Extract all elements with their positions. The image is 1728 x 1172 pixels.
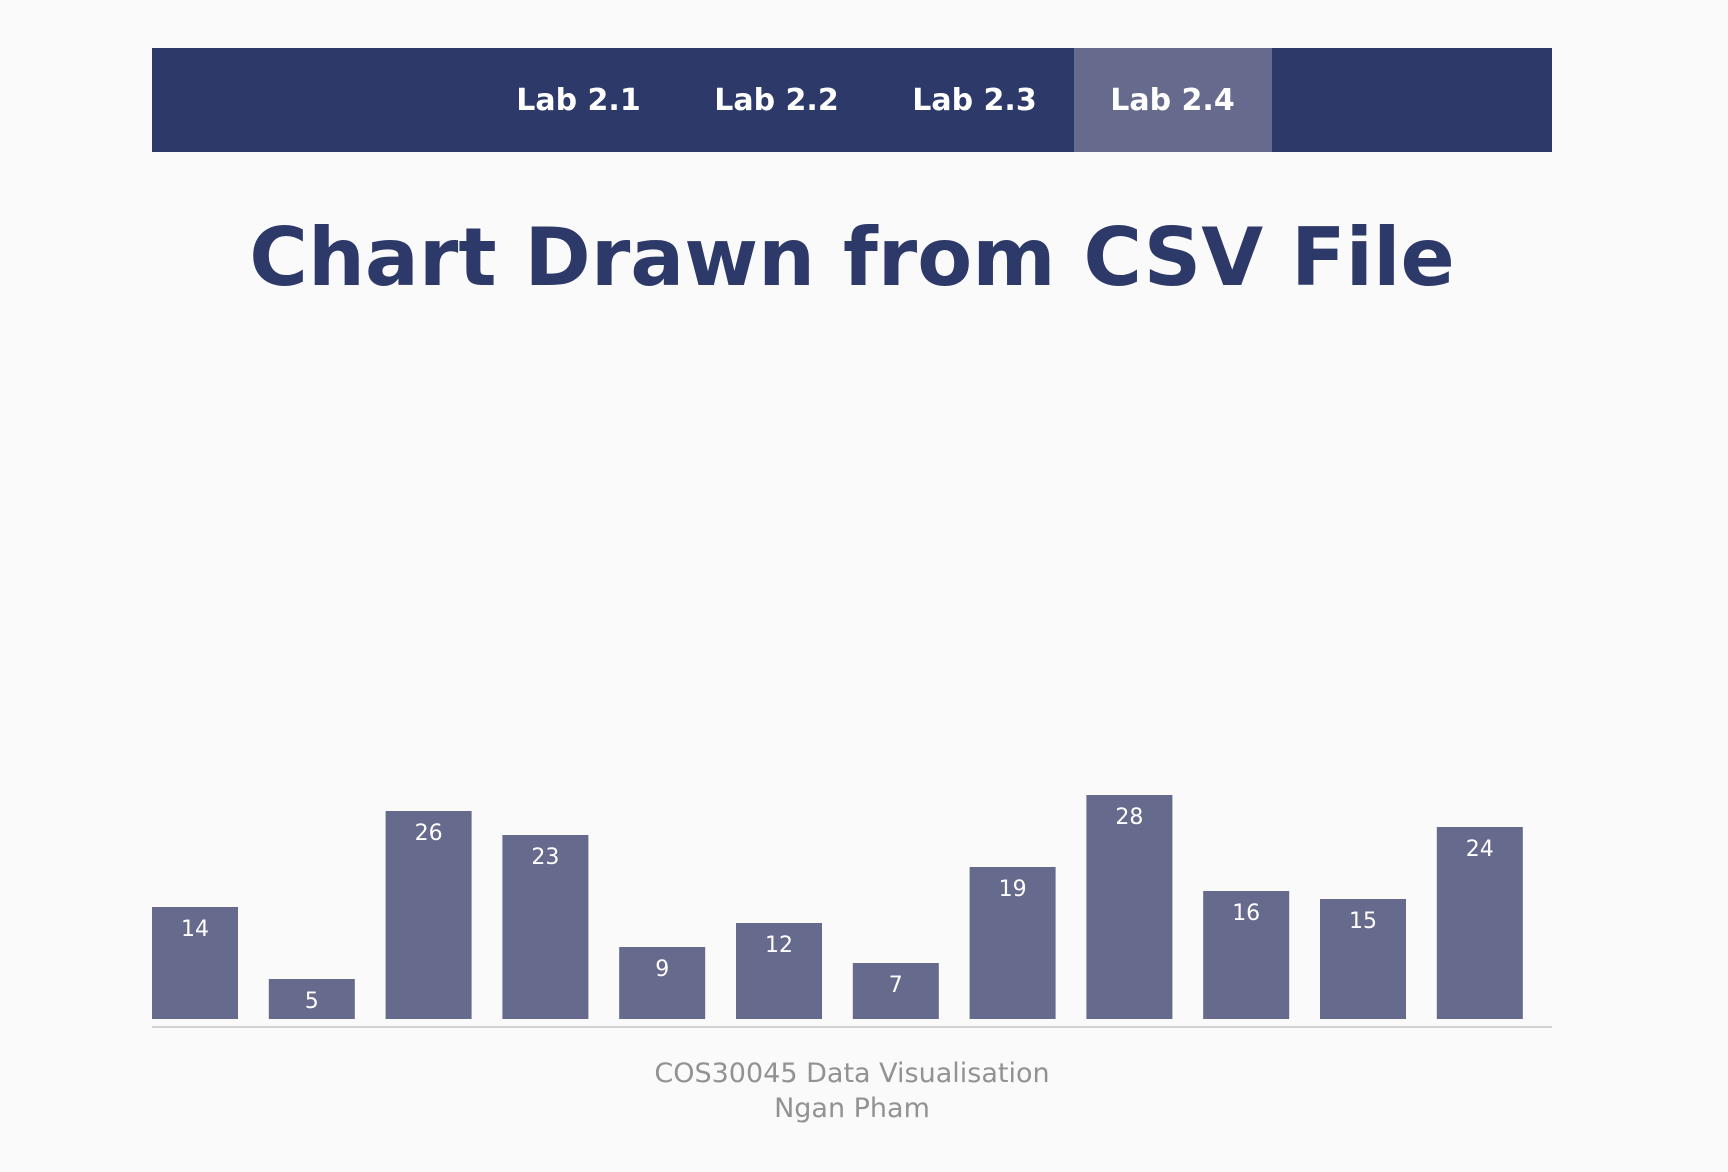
- bar-5: [736, 923, 822, 1019]
- bar-value-label-5: 12: [765, 933, 793, 958]
- bar-value-label-0: 14: [181, 917, 209, 942]
- bar-value-label-9: 16: [1232, 901, 1260, 926]
- chart-bars: [152, 795, 1523, 1019]
- bar-9: [1203, 891, 1290, 1019]
- bar-value-label-6: 7: [889, 973, 903, 998]
- bar-value-label-3: 23: [531, 845, 559, 870]
- bar-value-label-7: 19: [999, 877, 1027, 902]
- page-title: Chart Drawn from CSV File: [249, 211, 1455, 304]
- bar-value-label-1: 5: [305, 989, 319, 1014]
- bar-10: [1320, 899, 1406, 1019]
- bar-8: [1086, 795, 1173, 1019]
- bar-0: [152, 907, 238, 1019]
- bar-value-label-11: 24: [1466, 837, 1494, 862]
- bar-1: [268, 979, 355, 1019]
- top-nav: Lab 2.1 Lab 2.2 Lab 2.3 Lab 2.4: [152, 48, 1552, 152]
- footer-course: COS30045 Data Visualisation: [654, 1058, 1050, 1089]
- chart-data-labels: 14 5 26 23 9 12 7 19 28 16 15 24: [181, 805, 1494, 1014]
- nav-tab-lab-2-2[interactable]: Lab 2.2: [714, 82, 839, 118]
- footer-author: Ngan Pham: [774, 1093, 930, 1124]
- bar-7: [969, 867, 1056, 1019]
- nav-items: Lab 2.1 Lab 2.2 Lab 2.3 Lab 2.4: [480, 48, 1272, 152]
- bar-chart: 14 5 26 23 9 12 7 19 28 16 15 24: [152, 795, 1552, 1028]
- nav-tab-lab-2-3[interactable]: Lab 2.3: [912, 82, 1037, 118]
- bar-value-label-4: 9: [655, 957, 669, 982]
- bar-6: [852, 963, 939, 1019]
- bar-11: [1436, 827, 1523, 1019]
- nav-tab-lab-2-4[interactable]: Lab 2.4: [1073, 48, 1272, 152]
- page-footer: COS30045 Data Visualisation Ngan Pham: [152, 1056, 1552, 1126]
- nav-tab-lab-2-1[interactable]: Lab 2.1: [516, 82, 641, 118]
- bar-2: [385, 811, 472, 1019]
- bar-3: [502, 835, 589, 1019]
- bar-value-label-8: 28: [1115, 805, 1143, 830]
- bar-value-label-2: 26: [415, 821, 443, 846]
- bar-value-label-10: 15: [1349, 909, 1377, 934]
- bar-4: [619, 947, 706, 1019]
